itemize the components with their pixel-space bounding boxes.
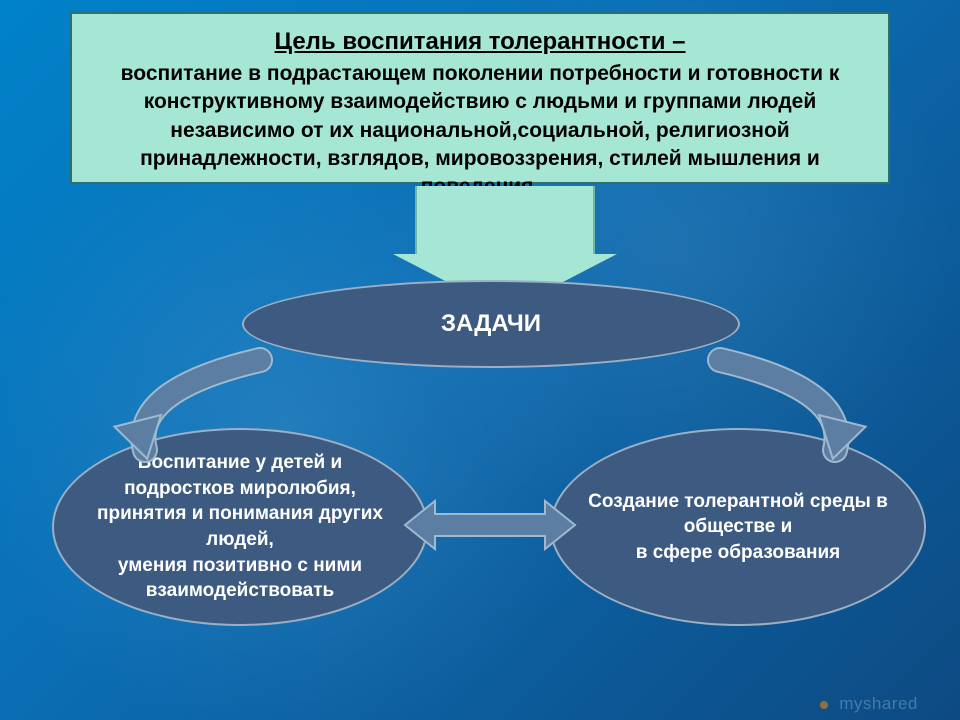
- tasks-ellipse: ЗАДАЧИ: [242, 280, 740, 368]
- goal-body: воспитание в подрастающем поколении потр…: [100, 60, 860, 202]
- task-right-label: Создание толерантной среды в обществе и …: [586, 489, 890, 566]
- watermark: myshared: [820, 694, 918, 714]
- watermark-dot-icon: [820, 701, 828, 709]
- goal-title: Цель воспитания толерантности –: [275, 28, 686, 55]
- task-left-label: Воспитание у детей и подростков миролюби…: [88, 450, 392, 604]
- task-right-ellipse: Создание толерантной среды в обществе и …: [550, 428, 926, 626]
- big-down-arrow-shaft: [415, 186, 595, 254]
- watermark-text: myshared: [839, 694, 918, 713]
- goal-box: Цель воспитания толерантности – воспитан…: [70, 12, 890, 184]
- task-left-ellipse: Воспитание у детей и подростков миролюби…: [52, 428, 428, 626]
- tasks-label: ЗАДАЧИ: [441, 308, 541, 340]
